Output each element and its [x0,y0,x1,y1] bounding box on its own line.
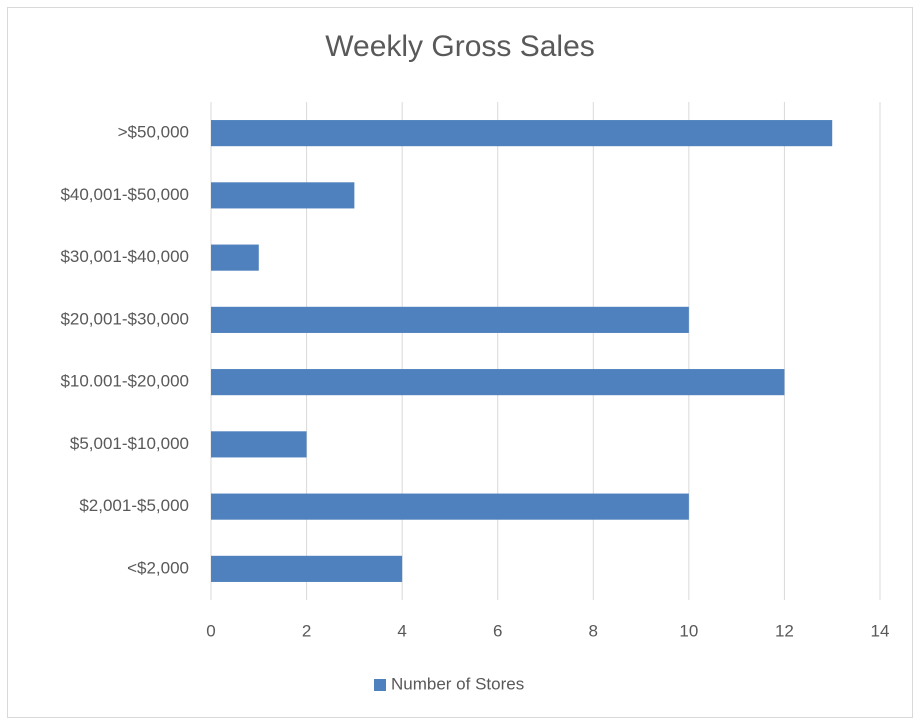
bar [211,306,689,333]
bar [211,555,403,582]
bar [211,244,259,271]
x-tick-label: 0 [206,621,215,640]
bar [211,182,355,209]
x-tick-label: 12 [775,621,794,640]
bar [211,493,689,520]
chart-border [7,7,913,718]
x-tick-label: 14 [871,621,890,640]
y-tick-label: $5,001-$10,000 [70,434,189,453]
bar [211,431,307,458]
x-tick-label: 2 [302,621,311,640]
y-tick-label: $10.001-$20,000 [60,372,189,391]
y-tick-label: $40,001-$50,000 [60,185,189,204]
bar [211,369,785,396]
x-tick-label: 10 [679,621,698,640]
y-tick-label: $20,001-$30,000 [60,309,189,328]
x-tick-label: 8 [589,621,598,640]
bar [211,120,833,147]
y-tick-label: $2,001-$5,000 [79,496,189,515]
legend-label: Number of Stores [391,674,524,693]
y-tick-label: <$2,000 [127,558,189,577]
y-tick-label: $30,001-$40,000 [60,247,189,266]
chart-title: Weekly Gross Sales [325,30,595,63]
x-tick-label: 6 [493,621,502,640]
y-tick-label: >$50,000 [118,123,189,142]
legend-swatch [374,679,386,691]
x-tick-label: 4 [397,621,406,640]
